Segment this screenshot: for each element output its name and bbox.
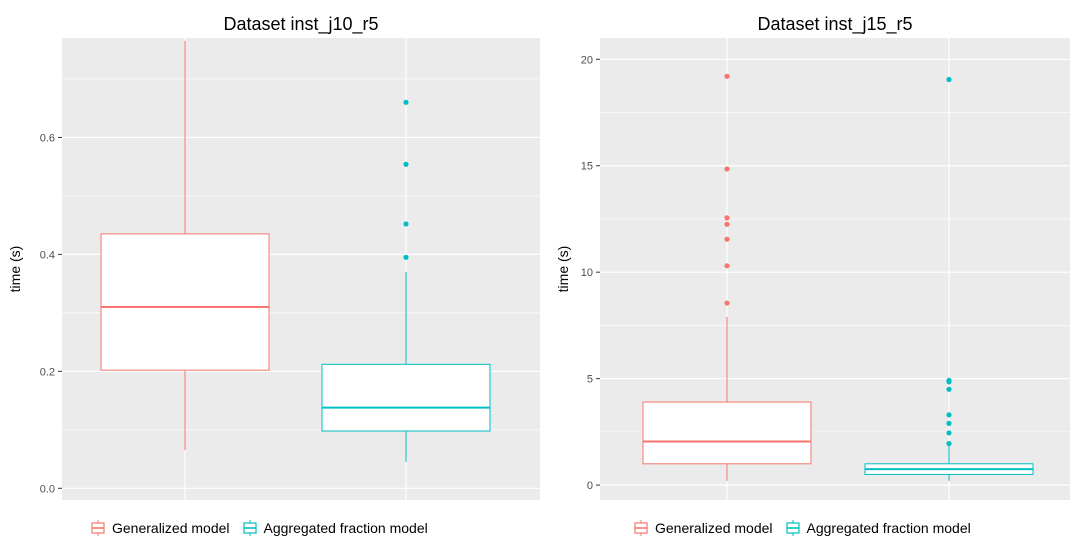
legend-label-aggregated: Aggregated fraction model bbox=[806, 520, 971, 536]
box-iqr bbox=[642, 401, 812, 465]
y-axis: 0.0 0.2 0.4 0.6 bbox=[40, 132, 62, 495]
box-generalized bbox=[642, 73, 812, 481]
y-tick-label: 10 bbox=[581, 267, 593, 279]
y-tick-label: 0 bbox=[587, 480, 593, 492]
legend-key-generalized-icon bbox=[91, 520, 105, 536]
outlier-point bbox=[724, 73, 730, 79]
outlier-point bbox=[724, 263, 730, 269]
outlier-point bbox=[946, 440, 952, 447]
legend-panel-2: Generalized model Aggregated fraction mo… bbox=[633, 516, 971, 540]
outlier-point bbox=[946, 412, 952, 418]
y-tick-label: 20 bbox=[581, 54, 593, 66]
box-iqr bbox=[100, 233, 270, 371]
y-tick-label: 0.2 bbox=[40, 366, 55, 378]
chart-title: Dataset inst_j10_r5 bbox=[223, 14, 378, 35]
legend-item-generalized: Generalized model bbox=[633, 520, 773, 536]
legend-item-aggregated: Aggregated fraction model bbox=[785, 520, 971, 536]
legend-key-generalized-icon bbox=[634, 520, 648, 536]
legend-key-aggregated-icon bbox=[242, 520, 257, 536]
y-tick-label: 0.6 bbox=[40, 132, 55, 144]
outlier-point bbox=[946, 430, 952, 436]
grid-minor bbox=[600, 112, 1070, 433]
outlier-point bbox=[403, 99, 409, 105]
y-axis-label: time (s) bbox=[7, 246, 23, 293]
legend-panel-1: Generalized model Aggregated fraction mo… bbox=[90, 516, 428, 540]
box-iqr bbox=[321, 363, 491, 432]
y-axis: 0 5 10 15 20 bbox=[581, 54, 600, 492]
outlier-point bbox=[946, 420, 952, 426]
legend-label-aggregated: Aggregated fraction model bbox=[263, 520, 428, 536]
outlier-point bbox=[403, 161, 409, 167]
chart-title: Dataset inst_j15_r5 bbox=[757, 14, 912, 35]
legend-label-generalized: Generalized model bbox=[112, 520, 230, 536]
y-tick-label: 15 bbox=[581, 161, 593, 173]
legend-item-generalized: Generalized model bbox=[90, 520, 230, 536]
boxes bbox=[642, 73, 1034, 481]
box-aggregated bbox=[321, 99, 491, 462]
y-tick-label: 5 bbox=[587, 374, 593, 386]
legend-key-aggregated-icon bbox=[785, 520, 800, 536]
legend-item-aggregated: Aggregated fraction model bbox=[242, 520, 428, 536]
y-tick-label: 0.4 bbox=[40, 249, 55, 261]
panel-inst-j15-r5: 0 5 10 15 20 Dataset inst_j15_r5 time (s) bbox=[555, 14, 1070, 500]
legend-label-generalized: Generalized model bbox=[655, 520, 773, 536]
outlier-point bbox=[724, 215, 730, 221]
outlier-point bbox=[724, 166, 730, 172]
outlier-point bbox=[724, 221, 730, 227]
y-tick-label: 0.0 bbox=[40, 483, 55, 495]
box-aggregated bbox=[864, 76, 1034, 481]
panel-inst-j10-r5: 0.0 0.2 0.4 0.6 Dataset inst_j10_r5 time (s… bbox=[7, 14, 540, 500]
outlier-point bbox=[946, 377, 952, 383]
outlier-point bbox=[946, 76, 952, 83]
y-axis-label: time (s) bbox=[555, 246, 571, 293]
box-generalized bbox=[100, 40, 270, 451]
outlier-point bbox=[403, 254, 409, 260]
outlier-point bbox=[724, 300, 730, 306]
outlier-point bbox=[946, 386, 952, 392]
outlier-point bbox=[724, 236, 730, 242]
outlier-point bbox=[403, 221, 409, 227]
boxes bbox=[100, 40, 491, 462]
